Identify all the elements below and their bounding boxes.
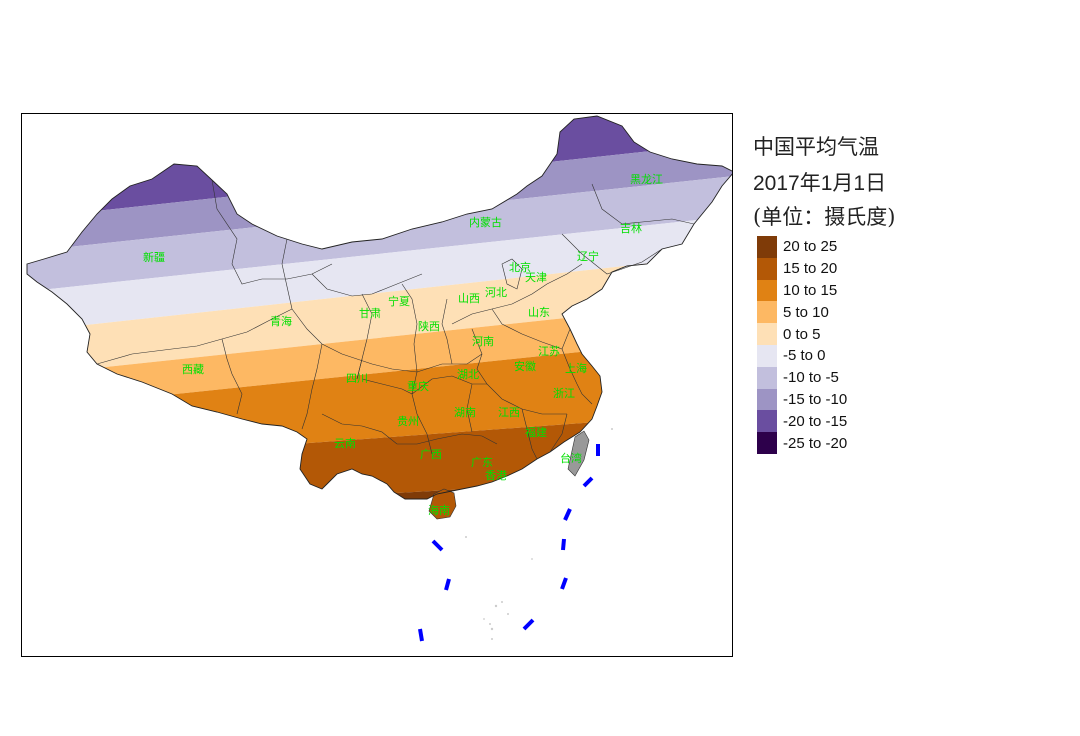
legend-swatch [757,257,777,280]
legend-item: 0 to 5 [757,323,847,345]
legend-swatch [757,410,777,433]
province-label: 香港 [485,469,507,482]
province-label: 黑龙江 [630,173,663,186]
province-label: 西藏 [182,363,204,376]
province-label: 北京 [509,260,531,274]
province-label: 福建 [525,425,547,439]
legend-item: -15 to -10 [757,388,848,411]
province-label: 新疆 [143,250,165,264]
legend-item: 10 to 15 [757,279,847,302]
legend-swatch [757,344,777,367]
province-label: 宁夏 [388,294,410,308]
legend-swatch [757,236,777,258]
legend-label: -20 to -15 [783,412,848,430]
province-label: 贵州 [397,415,419,428]
legend-item: -5 to 0 [757,344,847,367]
temperature-band [27,300,732,410]
legend-item: 20 to 25 [757,236,847,258]
legend-swatch [757,388,777,411]
legend-label: 20 to 25 [783,238,838,256]
legend-swatch [757,323,777,345]
province-label: 海南 [428,503,450,517]
china-temperature-map: 黑龙江 吉林 辽宁 内蒙古 北京 天津 河北 山西 山东 新疆 青海 甘肃 宁夏… [26,115,732,642]
legend-label: 5 to 10 [783,303,829,321]
province-label: 重庆 [407,379,429,393]
legend-swatch [757,366,777,389]
legend-swatch [757,301,777,324]
legend-item: -25 to -20 [757,432,847,454]
legend-unit: (单位：摄氏度) [753,205,896,229]
temperature-band [27,474,732,499]
legend-swatch [757,279,777,302]
province-label: 江西 [498,406,520,419]
legend-label: -25 to -20 [783,434,848,452]
province-label: 四川 [346,372,368,385]
color-legend: 20 to 25 15 to 20 10 to 15 5 to 10 0 to … [757,236,847,454]
province-label: 陕西 [418,319,440,333]
province-label: 河北 [485,286,507,299]
legend-item: -10 to -5 [757,366,847,389]
province-label: 湖南 [454,406,476,419]
temperature-band [27,254,732,376]
legend-label: 15 to 20 [783,260,838,278]
legend-item: -20 to -15 [757,410,848,433]
province-label: 山东 [528,306,550,319]
province-label: 河南 [472,335,494,348]
legend-swatch [757,432,777,454]
province-label: 湖北 [457,368,479,381]
province-label: 辽宁 [577,249,599,263]
province-label: 天津 [525,271,547,284]
legend-date: 2017年1月1日 [753,172,887,195]
province-borders [96,179,695,460]
province-label: 山西 [458,292,480,305]
taiwan-island [567,430,590,477]
province-label: 上海 [565,361,587,375]
province-label: 云南 [334,437,356,450]
province-label: 浙江 [553,387,575,400]
legend-item: 5 to 10 [757,301,847,324]
south-sea-islands [465,428,613,640]
nine-dash-line [418,444,600,642]
legend-label: 10 to 15 [783,281,838,299]
hainan-island [428,488,457,520]
map-panel: 黑龙江 吉林 辽宁 内蒙古 北京 天津 河北 山西 山东 新疆 青海 甘肃 宁夏… [21,113,733,657]
legend-label: -10 to -5 [783,369,839,387]
temperature-bands [27,116,732,499]
province-label: 甘肃 [359,307,381,320]
province-label: 广西 [420,448,442,461]
legend-label: -5 to 0 [783,347,826,365]
legend-label: 0 to 5 [783,325,821,343]
legend-item: 15 to 20 [757,257,847,280]
legend-title: 中国平均气温 [753,135,879,159]
province-labels: 黑龙江 吉林 辽宁 内蒙古 北京 天津 河北 山西 山东 新疆 青海 甘肃 宁夏… [143,173,663,517]
province-label: 广东 [471,456,493,469]
province-label: 内蒙古 [469,215,502,229]
province-label: 青海 [270,314,292,328]
province-label: 台湾 [560,451,582,465]
province-label: 安徽 [514,359,536,373]
legend-label: -15 to -10 [783,390,848,408]
province-label: 江苏 [538,345,560,358]
temperature-band [27,216,732,332]
province-label: 吉林 [620,221,642,235]
